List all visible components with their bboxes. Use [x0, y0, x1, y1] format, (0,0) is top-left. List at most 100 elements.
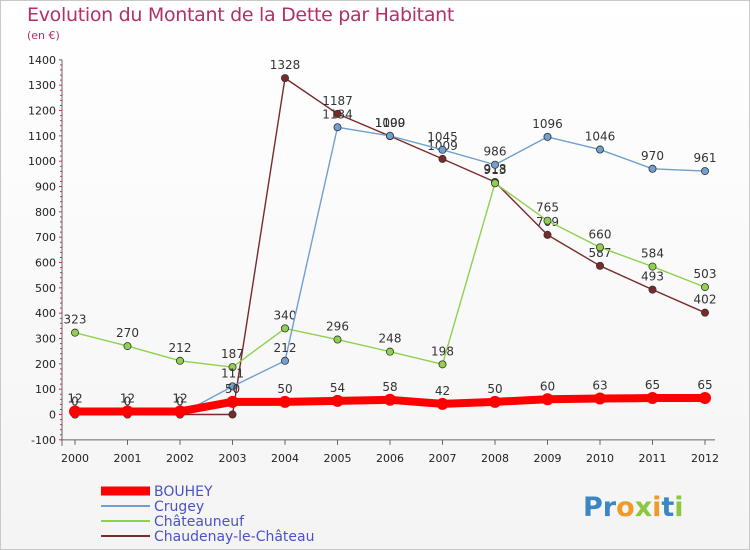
data-point	[280, 74, 289, 83]
unit-label: (en €)	[27, 29, 60, 42]
x-tick-label: 2007	[429, 452, 457, 465]
data-point	[648, 285, 657, 294]
data-point	[280, 324, 289, 333]
y-tick-label: 1400	[28, 54, 56, 67]
legend-entry: Crugey	[154, 499, 204, 515]
data-label: 54	[330, 381, 345, 395]
y-tick-label: 1200	[28, 105, 56, 118]
data-label: 50	[487, 382, 502, 396]
legend-entry: Châteauneuf	[154, 514, 245, 530]
y-tick-label: 400	[35, 307, 56, 320]
data-label: 765	[536, 201, 559, 215]
data-point	[228, 410, 237, 419]
data-point	[701, 283, 710, 292]
series-layer: 1328118710991009918709587493402323270212…	[64, 58, 717, 419]
data-point	[594, 392, 606, 405]
data-point	[121, 405, 134, 418]
data-label: 187	[221, 347, 244, 361]
data-label: 12	[67, 391, 82, 405]
x-tick-label: 2011	[639, 452, 667, 465]
data-label: 58	[382, 380, 397, 394]
data-label: 323	[64, 313, 87, 327]
logo-letter: P	[583, 492, 603, 523]
y-tick-label: 900	[35, 181, 56, 194]
x-tick-label: 2004	[271, 452, 299, 465]
series-Châteauneuf: 323 270 212 187 340 296 248 198 913 765 660 584 503	[64, 163, 717, 372]
x-tick-label: 2000	[61, 452, 89, 465]
proxiti-logo: Proxiti	[583, 492, 684, 523]
data-point	[596, 145, 605, 154]
data-point	[123, 342, 132, 351]
data-label: 42	[435, 384, 450, 398]
y-tick-label: 600	[35, 257, 56, 270]
data-label: 12	[120, 391, 135, 405]
data-point	[228, 382, 237, 391]
data-label: 918	[484, 162, 507, 176]
x-tick-label: 2009	[534, 452, 562, 465]
data-point	[489, 395, 501, 408]
data-label: 913	[484, 163, 507, 177]
x-tick-label: 2001	[114, 452, 142, 465]
data-label: 1045	[427, 130, 458, 144]
data-point	[596, 261, 605, 270]
data-point	[228, 363, 237, 372]
data-point	[648, 164, 657, 173]
data-point	[646, 392, 659, 405]
data-point	[175, 356, 184, 365]
data-label: 1328	[270, 58, 301, 72]
data-label: 60	[540, 379, 555, 393]
data-label: 1187	[322, 94, 353, 108]
axes: -100010020030040050060070080090010001100…	[28, 54, 719, 465]
data-point	[385, 131, 394, 140]
data-label: 1134	[322, 107, 353, 121]
data-point	[596, 243, 605, 252]
data-label: 296	[326, 320, 349, 334]
data-point	[438, 145, 447, 154]
series-Crugey: 0 0 0 111 212 1134 1100 1045 986 1096 1046 970 961	[71, 107, 716, 419]
data-point	[384, 393, 396, 406]
y-tick-label: 1000	[28, 155, 56, 168]
data-label: 402	[694, 293, 717, 307]
y-tick-label: 200	[35, 358, 56, 371]
series-Chaudenay-le-Château: 1328118710991009918709587493402	[71, 58, 717, 419]
data-point	[438, 154, 447, 163]
x-tick-label: 2003	[219, 452, 247, 465]
x-tick-label: 2010	[586, 452, 614, 465]
data-label: 0	[71, 395, 79, 409]
y-tick-label: 500	[35, 282, 56, 295]
data-label: 503	[694, 267, 717, 281]
data-point	[701, 308, 710, 317]
logo-letter: r	[603, 492, 617, 523]
data-label: 111	[221, 366, 244, 380]
data-point	[331, 394, 344, 407]
data-label: 63	[592, 379, 607, 393]
data-point	[333, 123, 342, 132]
y-tick-label: 800	[35, 206, 56, 219]
data-label: 340	[274, 308, 297, 322]
x-tick-label: 2012	[691, 452, 719, 465]
data-point	[541, 393, 554, 406]
data-label: 1096	[532, 117, 563, 131]
data-point	[71, 328, 80, 337]
data-label: 65	[697, 378, 712, 392]
data-label: 50	[225, 382, 240, 396]
logo-letter: x	[635, 492, 652, 523]
logo-text: Proxiti	[583, 492, 684, 523]
data-label: 986	[484, 145, 507, 159]
data-label: 212	[274, 341, 297, 355]
x-tick-label: 2008	[481, 452, 509, 465]
data-label: 1099	[375, 116, 406, 130]
data-label: 12	[172, 391, 187, 405]
logo-letter: i	[674, 492, 683, 523]
data-label: 248	[379, 332, 402, 346]
data-label: 493	[641, 270, 664, 284]
x-tick-label: 2005	[324, 452, 352, 465]
data-point	[490, 160, 499, 169]
data-label: 0	[124, 395, 132, 409]
data-label: 1100	[375, 116, 406, 130]
legend-entry: BOUHEY	[154, 484, 213, 500]
data-label: 660	[589, 227, 612, 241]
data-point	[69, 405, 81, 418]
